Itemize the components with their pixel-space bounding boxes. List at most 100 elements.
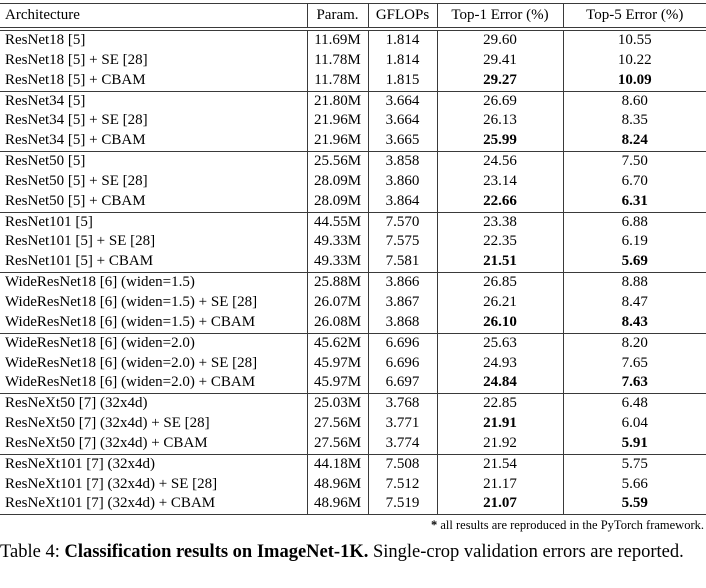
cell-params: 49.33M xyxy=(306,232,368,253)
cell-top5-error: 6.48 xyxy=(562,393,706,415)
cell-architecture: ResNet18 [5] + CBAM xyxy=(5,71,146,88)
cell-top5-error: 6.19 xyxy=(562,232,706,253)
cell-top1-error: 22.35 xyxy=(436,232,563,253)
cell-params: 26.08M xyxy=(306,312,368,334)
cell-params: 11.69M xyxy=(306,29,368,51)
cell-top1-error: 26.85 xyxy=(436,272,563,293)
cell-gflops: 7.512 xyxy=(367,474,437,495)
cell-params: 21.96M xyxy=(306,111,368,132)
cell-architecture: ResNeXt101 [7] (32x4d) xyxy=(0,453,307,475)
cell-gflops: 3.864 xyxy=(367,191,437,213)
cell-params: 11.78M xyxy=(306,50,368,71)
cell-top1-error: 22.66 xyxy=(436,191,563,213)
table-row: WideResNet18 [6] (widen=1.5) 25.88M 3.866 2… xyxy=(0,272,706,293)
cell-top1-error: 23.14 xyxy=(436,171,563,192)
cell-architecture: ResNeXt101 [7] (32x4d) + CBAM xyxy=(5,495,216,512)
cell-top5-error: 7.63 xyxy=(562,373,706,394)
cell-gflops: 1.814 xyxy=(367,50,437,71)
cell-top1-error: 21.92 xyxy=(436,433,563,455)
cell-gflops: 3.860 xyxy=(367,171,437,192)
cell-gflops: 3.664 xyxy=(367,90,437,112)
cell-gflops: 1.814 xyxy=(367,29,437,51)
cell-gflops: 3.866 xyxy=(367,272,437,293)
cell-top1-error: 26.13 xyxy=(436,111,563,132)
cell-params: 45.97M xyxy=(306,353,368,374)
cell-top5-error: 10.22 xyxy=(562,50,706,71)
cell-gflops: 3.867 xyxy=(367,292,437,313)
cell-top5-error: 5.91 xyxy=(562,433,706,455)
cell-gflops: 7.519 xyxy=(367,494,437,515)
column-header-top1-error: Top-1 Error (%) xyxy=(436,3,563,31)
cell-params: 44.55M xyxy=(306,211,368,233)
table-row: ResNet18 [5] 11.69M 1.814 29.60 10.55 xyxy=(0,29,706,51)
table-row: ResNeXt50 [7] (32x4d) + SE [28] 27.56M 3.7… xyxy=(0,414,706,434)
table-row: ResNet50 [5] + CBAM 28.09M 3.864 22.66 6.31 xyxy=(0,191,706,213)
cell-gflops: 7.575 xyxy=(367,232,437,253)
caption-prefix: Table 4: xyxy=(0,542,65,563)
cell-top5-error: 5.69 xyxy=(562,252,706,273)
table-row: ResNeXt101 [7] (32x4d) + CBAM 48.96M 7.519… xyxy=(0,494,706,515)
cell-top5-error: 6.04 xyxy=(562,414,706,434)
cell-architecture: WideResNet18 [6] (widen=2.0) + SE [28] xyxy=(5,354,258,371)
cell-top1-error: 21.07 xyxy=(436,494,563,515)
cell-gflops: 7.581 xyxy=(367,252,437,273)
cell-params: 11.78M xyxy=(306,70,368,92)
table-row: ResNet34 [5] + SE [28] 21.96M 3.664 26.13 8.… xyxy=(0,111,706,132)
cell-architecture: ResNet34 [5] + CBAM xyxy=(5,132,146,149)
cell-params: 48.96M xyxy=(306,474,368,495)
cell-params: 28.09M xyxy=(306,171,368,192)
cell-top1-error: 24.56 xyxy=(436,151,563,172)
cell-top1-error: 23.38 xyxy=(436,211,563,233)
table-row: ResNet34 [5] 21.80M 3.664 26.69 8.60 xyxy=(0,90,706,112)
table-row: ResNet50 [5] 25.56M 3.858 24.56 7.50 xyxy=(0,151,706,172)
table-row: ResNet18 [5] + SE [28] 11.78M 1.814 29.41 10… xyxy=(0,50,706,71)
cell-architecture: ResNet34 [5] + SE [28] xyxy=(5,112,148,129)
cell-architecture: ResNet50 [5] + CBAM xyxy=(5,192,146,209)
cell-params: 44.18M xyxy=(306,453,368,475)
cell-params: 21.80M xyxy=(306,90,368,112)
cell-top5-error: 5.75 xyxy=(562,453,706,475)
cell-top5-error: 8.24 xyxy=(562,131,706,152)
cell-top5-error: 6.88 xyxy=(562,211,706,233)
cell-params: 48.96M xyxy=(306,494,368,515)
cell-gflops: 6.696 xyxy=(367,332,437,354)
cell-architecture: WideResNet18 [6] (widen=2.0) xyxy=(0,332,307,354)
cell-top1-error: 26.69 xyxy=(436,90,563,112)
footnote-text: all results are reproduced in the PyTorc… xyxy=(437,518,704,533)
cell-top1-error: 29.27 xyxy=(436,70,563,92)
table-body: ResNet18 [5] 11.69M 1.814 29.60 10.55 ResNet1… xyxy=(0,29,706,515)
cell-gflops: 3.858 xyxy=(367,151,437,172)
table-row: ResNet101 [5] + SE [28] 49.33M 7.575 22.35 6… xyxy=(0,232,706,253)
cell-top1-error: 29.41 xyxy=(436,50,563,71)
cell-gflops: 7.570 xyxy=(367,211,437,233)
cell-params: 25.03M xyxy=(306,393,368,415)
cell-top1-error: 22.85 xyxy=(436,393,563,415)
cell-gflops: 6.696 xyxy=(367,353,437,374)
table-row: WideResNet18 [6] (widen=2.0) + CBAM 45.97… xyxy=(0,373,706,394)
cell-params: 25.56M xyxy=(306,151,368,172)
footnote-asterisk: * xyxy=(431,518,438,533)
cell-architecture: ResNet101 [5] + CBAM xyxy=(5,253,154,270)
table-row: ResNeXt101 [7] (32x4d) + SE [28] 48.96M 7.… xyxy=(0,474,706,495)
caption-bold-title: Classification results on ImageNet-1K. xyxy=(64,542,369,563)
cell-top1-error: 21.91 xyxy=(436,414,563,434)
column-header-params: Param. xyxy=(306,3,368,31)
cell-top5-error: 8.20 xyxy=(562,332,706,354)
table-header-row: Architecture Param. GFLOPs Top-1 Error (… xyxy=(0,3,706,31)
cell-architecture: ResNet101 [5] xyxy=(0,211,307,233)
cell-gflops: 3.768 xyxy=(367,393,437,415)
column-header-architecture: Architecture xyxy=(0,3,307,31)
cell-gflops: 7.508 xyxy=(367,453,437,475)
cell-gflops: 3.771 xyxy=(367,414,437,434)
column-header-top5-error: Top-5 Error (%) xyxy=(562,3,706,31)
cell-top5-error: 7.50 xyxy=(562,151,706,172)
cell-architecture: ResNet34 [5] xyxy=(0,90,307,112)
cell-params: 27.56M xyxy=(306,433,368,455)
cell-params: 27.56M xyxy=(306,414,368,434)
cell-top1-error: 26.21 xyxy=(436,292,563,313)
cell-architecture: ResNet101 [5] + SE [28] xyxy=(5,233,156,250)
cell-top5-error: 8.35 xyxy=(562,111,706,132)
cell-params: 21.96M xyxy=(306,131,368,152)
cell-params: 28.09M xyxy=(306,191,368,213)
cell-top1-error: 24.93 xyxy=(436,353,563,374)
